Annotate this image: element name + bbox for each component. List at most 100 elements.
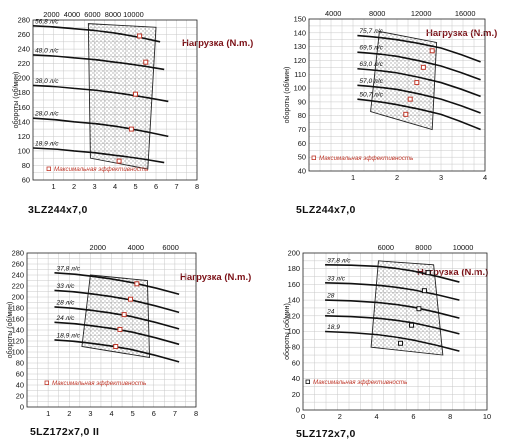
max-efficiency-point — [128, 296, 134, 302]
series-label: 24 л/с — [55, 315, 75, 322]
x2-tick-label: 6000 — [84, 10, 100, 19]
x-tick-label: 1 — [351, 173, 355, 182]
series-line — [325, 263, 460, 283]
y-tick-label: 130 — [294, 42, 306, 51]
x-tick-label: 0 — [301, 412, 305, 421]
plot-frame — [26, 252, 197, 408]
series-line — [32, 54, 165, 71]
chart-title-5lz244: 5LZ244x7,0 — [296, 204, 356, 216]
max-efficiency-point — [416, 306, 422, 312]
max-efficiency-point — [409, 322, 415, 328]
torque-label-1: Нагрузка (N.m.) — [182, 38, 253, 49]
x-tick-label: 2 — [67, 409, 71, 418]
series-line — [32, 147, 165, 164]
x-tick-label: 7 — [173, 409, 177, 418]
y-tick-label: 160 — [288, 280, 300, 289]
y-tick-label: 120 — [18, 132, 30, 141]
y-tick-label: 70 — [298, 125, 306, 134]
y-tick-label: 110 — [294, 70, 306, 79]
y-axis-label: обороты (об/мин) — [283, 67, 291, 124]
series-label: 75,7 л/с — [359, 28, 383, 35]
max-efficiency-point — [420, 64, 426, 70]
series-label: 24 — [326, 308, 335, 315]
y-tick-label: 20 — [16, 392, 24, 401]
max-efficiency-point — [134, 281, 140, 287]
x2-tick-label: 10000 — [123, 10, 144, 19]
y-tick-label: 90 — [298, 97, 306, 106]
max-efficiency-point — [403, 111, 409, 117]
operating-range-band — [87, 23, 157, 170]
series-label: 18,9 л/с — [56, 332, 80, 339]
series-line — [357, 51, 481, 81]
x-tick-label: 7 — [174, 182, 178, 191]
x-tick-label: 1 — [51, 182, 55, 191]
series-label: 37,8 л/с — [327, 257, 351, 264]
y-tick-label: 140 — [288, 296, 300, 305]
x2-tick-label: 6000 — [378, 243, 394, 252]
plot-frame — [302, 252, 488, 411]
y-tick-label: 80 — [22, 161, 30, 170]
max-efficiency-point — [117, 326, 123, 332]
legend-marker — [44, 380, 49, 385]
max-efficiency-point — [121, 312, 127, 318]
y-tick-label: 80 — [292, 343, 300, 352]
x-tick-label: 8 — [194, 409, 198, 418]
x-tick-label: 8 — [195, 182, 199, 191]
chart-2: 1 2 3 4 4000 8000 12000 16000 40 50 60 70 80 90 100 110… — [283, 9, 487, 182]
x-tick-label: 3 — [439, 173, 443, 182]
y-tick-label: 60 — [292, 358, 300, 367]
y-tick-label: 220 — [12, 282, 24, 291]
y-axis-label: обороты (об/мин) — [12, 72, 20, 129]
legend-marker — [305, 379, 310, 384]
series-line — [325, 282, 460, 301]
legend-label: Максимальная эффективность — [54, 166, 148, 173]
y-tick-label: 180 — [12, 304, 24, 313]
series-line — [325, 315, 460, 335]
y-tick-label: 200 — [288, 249, 300, 258]
y-tick-label: 140 — [294, 28, 306, 37]
max-efficiency-point — [425, 270, 431, 276]
x-tick-label: 3 — [88, 409, 92, 418]
series-label: 28,0 л/с — [34, 111, 59, 118]
chart-1: 1 2 3 4 5 6 7 8 2000 4000 6000 8000 10000 60 80 100 120 1… — [12, 10, 199, 191]
x-tick-label: 4 — [483, 173, 487, 182]
series-line — [325, 299, 460, 319]
y-tick-label: 100 — [294, 84, 306, 93]
series-label: 28 л/с — [55, 299, 75, 306]
series-line — [357, 84, 481, 114]
x-tick-label: 4 — [113, 182, 117, 191]
y-tick-label: 0 — [296, 406, 300, 415]
y-tick-label: 200 — [12, 293, 24, 302]
x2-tick-label: 4000 — [64, 10, 80, 19]
max-efficiency-point — [128, 126, 134, 132]
max-efficiency-point — [113, 344, 119, 349]
series-line — [325, 330, 460, 352]
series-label: 33 л/с — [327, 275, 346, 282]
y-tick-label: 160 — [12, 315, 24, 324]
x-tick-label: 6 — [152, 409, 156, 418]
y-tick-label: 20 — [292, 390, 300, 399]
x2-tick-label: 2000 — [43, 10, 59, 19]
x-tick-label: 2 — [395, 173, 399, 182]
series-line — [54, 339, 180, 363]
series-line — [357, 34, 481, 63]
y-tick-label: 240 — [12, 271, 24, 280]
y-tick-label: 0 — [20, 403, 24, 412]
y-tick-label: 120 — [288, 311, 300, 320]
y-tick-label: 80 — [16, 359, 24, 368]
x2-tick-label: 4000 — [325, 9, 341, 18]
x2-tick-label: 2000 — [90, 243, 106, 252]
legend-label: Максимальная эффективность — [313, 379, 407, 386]
legend-marker — [311, 155, 316, 160]
y-tick-label: 150 — [294, 15, 306, 24]
max-efficiency-point — [429, 48, 435, 54]
x2-tick-label: 8000 — [105, 10, 121, 19]
x2-tick-label: 4000 — [128, 243, 144, 252]
series-line — [54, 321, 180, 346]
y-tick-label: 180 — [18, 88, 30, 97]
x-tick-label: 6 — [154, 182, 158, 191]
max-efficiency-point — [143, 59, 149, 65]
series-label: 18,9 л/с — [35, 141, 59, 148]
